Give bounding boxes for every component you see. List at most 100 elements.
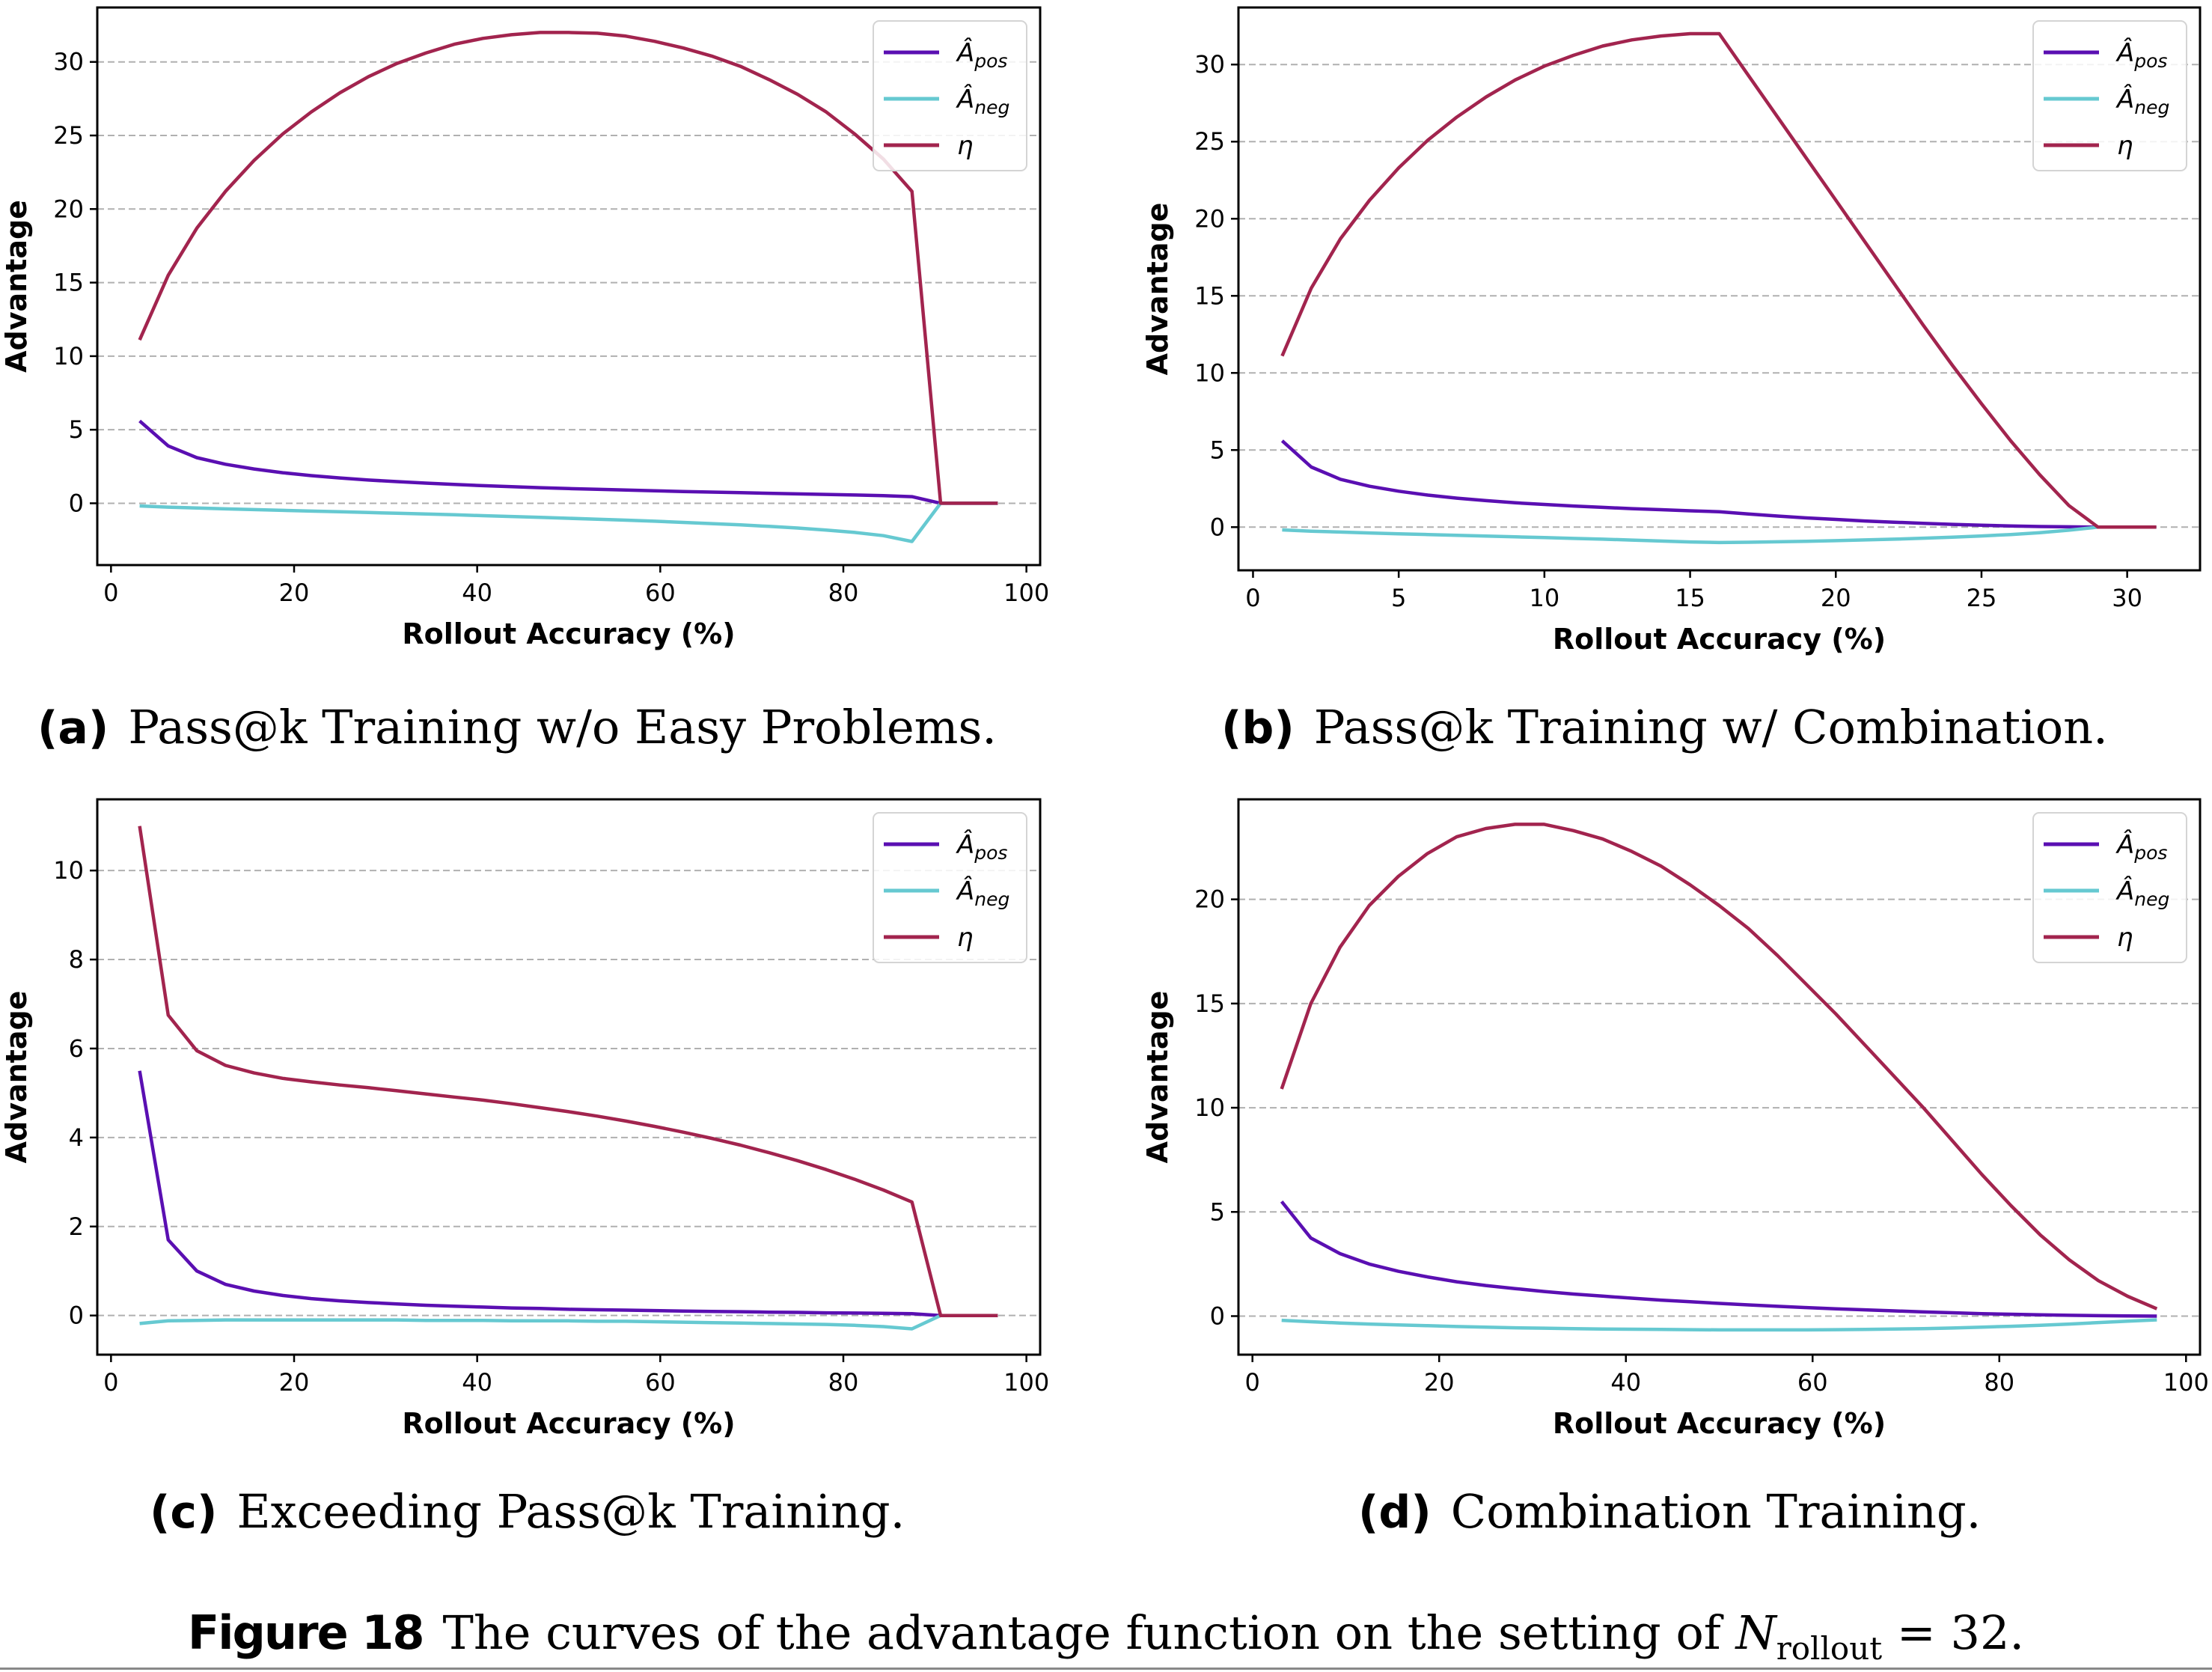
x-tick-label: 60 bbox=[1797, 1368, 1828, 1397]
axes-frame bbox=[96, 6, 1042, 567]
legend-label-a-pos: Âpos bbox=[956, 37, 1007, 72]
x-tick-label: 80 bbox=[828, 1368, 859, 1397]
legend: Âpos Âneg η bbox=[2032, 812, 2187, 963]
caption-a-text: Pass@k Training w/o Easy Problems. bbox=[128, 700, 997, 754]
x-tick-label: 10 bbox=[1530, 584, 1560, 612]
chart-panel-c: 0 2 4 6 8 10 0 20 40 60 80 100 Rollout Accuracy (%) A… bbox=[0, 778, 1093, 1440]
y-tick-label: 0 bbox=[1210, 1302, 1225, 1330]
legend-label-a-neg: Âneg bbox=[2115, 84, 2169, 118]
axes-frame bbox=[96, 798, 1042, 1356]
x-tick-label: 60 bbox=[645, 1368, 676, 1397]
chart-b-svg: 0 5 10 15 20 25 30 0 5 10 15 20 25 30 Rollout Accuracy… bbox=[1141, 6, 2202, 656]
y-tick-label: 20 bbox=[1194, 885, 1225, 914]
figure-caption-suffix: = 32. bbox=[1882, 1605, 2025, 1660]
x-tick-label: 80 bbox=[1984, 1368, 2014, 1397]
x-tick-label: 80 bbox=[828, 579, 859, 607]
legend-label-a-neg: Âneg bbox=[956, 876, 1009, 910]
x-tick-label: 20 bbox=[279, 1368, 310, 1397]
series-line-a-pos bbox=[138, 419, 998, 505]
y-tick-label: 25 bbox=[53, 121, 84, 150]
legend-label-eta: η bbox=[957, 131, 974, 161]
y-axis-title: Advantage bbox=[0, 200, 33, 373]
caption-d-label: (d) bbox=[1358, 1486, 1432, 1539]
series-line-eta bbox=[138, 31, 998, 505]
y-tick-label: 0 bbox=[1210, 513, 1225, 541]
x-tick-label: 0 bbox=[1245, 1368, 1260, 1397]
x-tick-label: 0 bbox=[1245, 584, 1260, 612]
chart-panel-d: 0 5 10 15 20 0 20 40 60 80 100 Rollout Accuracy (%)… bbox=[1122, 778, 2212, 1440]
legend-box bbox=[2032, 20, 2187, 171]
legend: Âpos Âneg η bbox=[2032, 20, 2187, 171]
caption-b-label: (b) bbox=[1221, 702, 1295, 754]
y-tick-label: 10 bbox=[1194, 358, 1225, 387]
series-line-a-pos bbox=[1280, 1200, 2157, 1318]
y-axis-title: Advantage bbox=[0, 991, 33, 1164]
series-line-eta bbox=[138, 826, 998, 1317]
legend-label-eta: η bbox=[2117, 131, 2133, 161]
x-tick-label: 40 bbox=[462, 579, 492, 607]
x-axis-title: Rollout Accuracy (%) bbox=[402, 617, 735, 650]
x-tick-label: 40 bbox=[462, 1368, 492, 1397]
chart-panel-a: 0 5 10 15 20 25 30 0 20 40 60 80 100 Rollout Accuracy… bbox=[0, 0, 1093, 659]
figure-label: Figure 18 bbox=[187, 1605, 425, 1660]
y-tick-label: 20 bbox=[53, 195, 84, 223]
page-bottom-rule bbox=[0, 1668, 2212, 1670]
caption-c-label: (c) bbox=[150, 1486, 218, 1539]
legend-label-a-pos: Âpos bbox=[2115, 829, 2167, 864]
y-tick-label: 10 bbox=[53, 856, 84, 885]
y-axis-title: Advantage bbox=[1141, 203, 1174, 376]
legend-label-eta: η bbox=[957, 923, 974, 953]
y-tick-label: 5 bbox=[69, 415, 84, 444]
series-line-a-pos bbox=[1280, 439, 2157, 529]
series-line-a-neg bbox=[139, 501, 998, 543]
series-line-a-pos bbox=[138, 1070, 998, 1317]
chart-d-svg: 0 5 10 15 20 0 20 40 60 80 100 Rollout Accuracy (%)… bbox=[1141, 798, 2209, 1440]
legend-label-a-pos: Âpos bbox=[956, 829, 1007, 864]
x-tick-label: 5 bbox=[1391, 584, 1406, 612]
x-tick-label: 100 bbox=[1003, 579, 1049, 607]
x-tick-label: 30 bbox=[2112, 584, 2142, 612]
x-axis-title: Rollout Accuracy (%) bbox=[402, 1407, 735, 1440]
caption-a: (a) Pass@k Training w/o Easy Problems. bbox=[37, 700, 997, 754]
x-tick-label: 15 bbox=[1675, 584, 1705, 612]
y-axis-title: Advantage bbox=[1141, 991, 1174, 1164]
axes-frame bbox=[1237, 798, 2202, 1356]
y-tick-label: 0 bbox=[69, 489, 84, 517]
y-tick-label: 20 bbox=[1194, 204, 1225, 233]
y-tick-label: 8 bbox=[69, 945, 84, 974]
caption-b-text: Pass@k Training w/ Combination. bbox=[1313, 700, 2108, 754]
x-axis-title: Rollout Accuracy (%) bbox=[1553, 623, 1886, 656]
x-tick-label: 20 bbox=[1821, 584, 1851, 612]
x-tick-label: 100 bbox=[1003, 1368, 1049, 1397]
x-tick-label: 0 bbox=[103, 579, 118, 607]
caption-c: (c) Exceeding Pass@k Training. bbox=[150, 1484, 905, 1539]
x-axis-title: Rollout Accuracy (%) bbox=[1553, 1407, 1886, 1440]
y-tick-label: 15 bbox=[53, 269, 84, 297]
x-tick-label: 20 bbox=[279, 579, 310, 607]
y-tick-label: 5 bbox=[1210, 1197, 1225, 1226]
figure-caption-sub: rollout bbox=[1776, 1630, 1883, 1667]
y-tick-label: 5 bbox=[1210, 436, 1225, 464]
x-tick-label: 40 bbox=[1610, 1368, 1641, 1397]
caption-a-label: (a) bbox=[37, 702, 109, 754]
y-tick-label: 6 bbox=[69, 1034, 84, 1063]
legend-label-a-pos: Âpos bbox=[2115, 37, 2167, 72]
x-tick-label: 25 bbox=[1967, 584, 1997, 612]
series-line-a-neg bbox=[139, 1314, 998, 1331]
caption-d: (d) Combination Training. bbox=[1358, 1484, 1981, 1539]
x-tick-label: 100 bbox=[2163, 1368, 2209, 1397]
legend-box bbox=[2032, 812, 2187, 963]
y-tick-label: 15 bbox=[1194, 989, 1225, 1018]
legend: Âpos Âneg η bbox=[873, 20, 1027, 171]
legend-label-eta: η bbox=[2117, 923, 2133, 953]
y-tick-label: 2 bbox=[69, 1212, 84, 1241]
y-tick-label: 30 bbox=[1194, 50, 1225, 79]
y-tick-label: 10 bbox=[1194, 1093, 1225, 1122]
chart-panel-b: 0 5 10 15 20 25 30 0 5 10 15 20 25 30 Rollout Accuracy… bbox=[1122, 0, 2212, 659]
caption-b: (b) Pass@k Training w/ Combination. bbox=[1221, 700, 2108, 754]
legend-label-a-neg: Âneg bbox=[956, 84, 1009, 118]
y-tick-label: 4 bbox=[69, 1123, 84, 1152]
y-tick-label: 0 bbox=[69, 1302, 84, 1330]
legend-label-a-neg: Âneg bbox=[2115, 876, 2169, 910]
